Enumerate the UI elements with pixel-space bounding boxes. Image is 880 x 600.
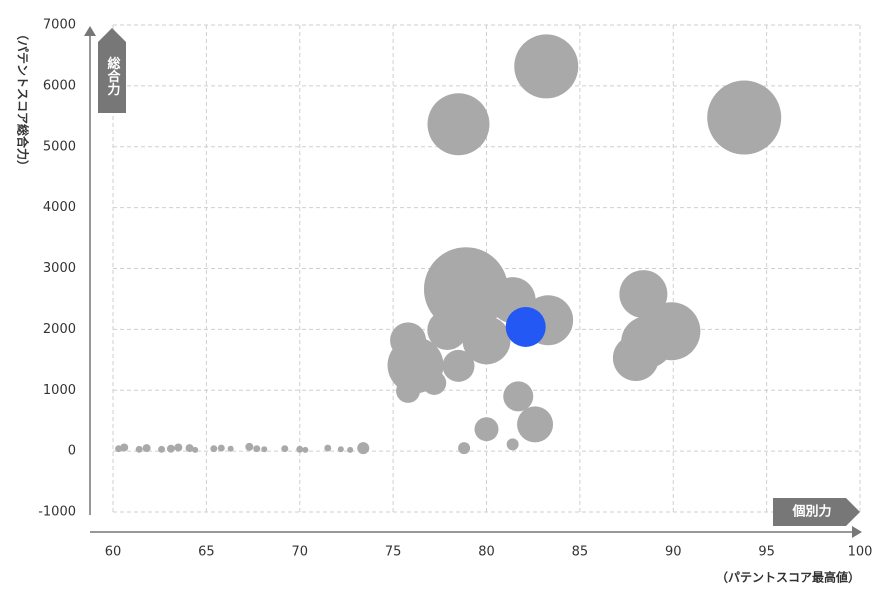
- bubble: [514, 34, 579, 99]
- x-axis-title: （パテントスコア最高値）: [716, 570, 860, 585]
- bubble: [503, 381, 534, 412]
- y-axis-arrowhead: [84, 26, 96, 36]
- bubble: [120, 443, 129, 452]
- bubble: [166, 444, 175, 453]
- y-tick-label: 6000: [43, 78, 76, 93]
- bubble: [506, 438, 519, 451]
- bubble: [474, 417, 499, 442]
- bubble: [427, 93, 490, 156]
- bubble: [337, 446, 344, 453]
- y-axis-title: （パテントスコア総合力）: [16, 28, 31, 172]
- bubble: [462, 316, 511, 365]
- y-tick-label: 3000: [43, 261, 76, 276]
- bubble: [619, 270, 668, 319]
- bubble: [158, 445, 166, 453]
- bubble: [396, 378, 421, 403]
- bubble: [210, 445, 218, 453]
- bubble: [281, 445, 289, 453]
- y-tick-label: 5000: [43, 139, 76, 154]
- bubble: [217, 444, 225, 452]
- y-tick-label: 7000: [43, 18, 76, 33]
- x-tick-label: 70: [291, 545, 308, 560]
- highlight-bubble: [505, 306, 546, 347]
- bubble: [192, 446, 199, 453]
- bubble: [135, 445, 143, 453]
- y-arrow-label: 総合力: [105, 56, 121, 97]
- bubble: [261, 446, 268, 453]
- bubble: [324, 444, 332, 452]
- bubble: [185, 444, 194, 453]
- x-tick-label: 100: [848, 545, 873, 560]
- bubble: [142, 444, 151, 453]
- bubble: [422, 370, 447, 395]
- x-tick-label: 90: [665, 545, 682, 560]
- y-tick-label: 4000: [43, 200, 76, 215]
- bubble: [517, 406, 554, 443]
- x-tick-label: 75: [385, 545, 402, 560]
- x-tick-label: 95: [758, 545, 775, 560]
- y-tick-label: 0: [68, 444, 76, 459]
- x-arrow-box: [773, 498, 860, 526]
- y-tick-label: 1000: [43, 383, 76, 398]
- bubble: [707, 80, 782, 155]
- bubble: [357, 442, 370, 455]
- y-arrow-box: [98, 28, 126, 113]
- bubble: [427, 309, 468, 350]
- bubble: [227, 445, 234, 452]
- bubble: [245, 442, 254, 451]
- bubble: [612, 334, 659, 381]
- x-arrow-label: 個別力: [791, 504, 831, 520]
- bubble: [296, 445, 304, 453]
- x-tick-label: 80: [478, 545, 495, 560]
- bubble: [174, 443, 183, 452]
- bubble: [302, 446, 309, 453]
- x-tick-label: 65: [198, 545, 215, 560]
- y-tick-label: 2000: [43, 322, 76, 337]
- y-tick-label: -1000: [38, 505, 76, 520]
- bubble: [442, 349, 475, 382]
- x-axis-arrowhead: [852, 526, 862, 538]
- bubble: [458, 442, 471, 455]
- bubble: [253, 445, 261, 453]
- bubble: [347, 446, 354, 453]
- x-tick-label: 85: [572, 545, 589, 560]
- x-tick-label: 60: [105, 545, 122, 560]
